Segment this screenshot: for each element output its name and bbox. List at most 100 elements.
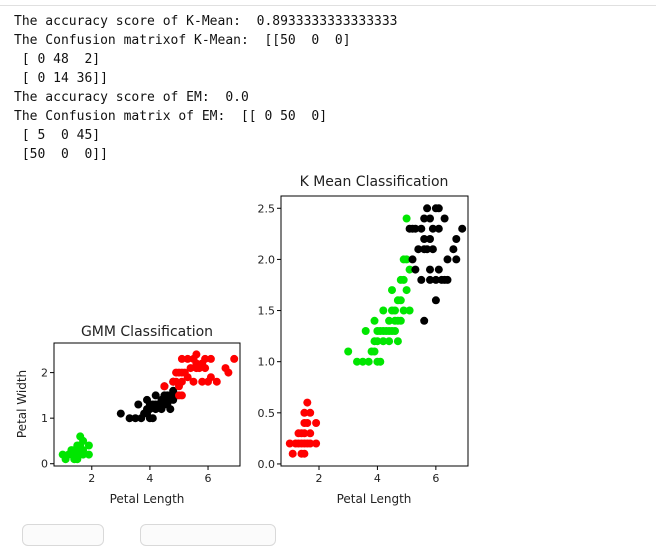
scatter-point <box>452 235 461 243</box>
scatter-point <box>361 327 370 335</box>
scatter-point <box>206 373 215 382</box>
scatter-point <box>388 286 396 295</box>
output-line: [ 0 48 2] <box>14 52 101 67</box>
scatter-point <box>160 382 169 391</box>
scatter-point <box>370 316 379 325</box>
scatter-point <box>344 347 353 356</box>
scatter-point <box>405 306 414 315</box>
scatter-point <box>417 224 426 233</box>
scatter-point <box>391 306 399 315</box>
scatter-point <box>402 286 411 295</box>
scatter-point <box>177 377 186 386</box>
gmm-x-axis-label: Petal Length <box>110 492 185 506</box>
x-tick-label: 2 <box>315 472 322 485</box>
scatter-point <box>183 354 192 363</box>
scatter-point <box>426 235 434 243</box>
output-line: The accuracy score of K-Mean: 0.89333333… <box>14 14 398 29</box>
scatter-point <box>405 265 414 274</box>
scatter-point <box>379 306 388 315</box>
output-line: [ 5 0 45] <box>14 128 101 143</box>
scatter-point <box>443 275 452 284</box>
y-tick-label: 0 <box>41 458 48 471</box>
scatter-point <box>399 255 408 264</box>
scatter-point <box>379 337 388 346</box>
scatter-point <box>300 408 309 417</box>
scatter-point <box>440 214 449 223</box>
scatter-point <box>434 224 443 233</box>
scatter-point <box>300 429 309 438</box>
output-line: The Confusion matrix of EM: [[ 0 50 0] <box>14 109 328 124</box>
scatter-point <box>300 449 309 458</box>
scatter-point <box>391 327 399 335</box>
scatter-point <box>437 275 446 284</box>
scatter-point <box>426 214 434 223</box>
scatter-point <box>172 368 181 377</box>
kmean-chart: K Mean Classification Petal Length 2 4 6 0.… <box>231 174 469 506</box>
kmean-chart-title: K Mean Classification <box>300 174 449 190</box>
output-line: [50 0 0]] <box>14 147 108 162</box>
plot-frame <box>53 342 241 467</box>
scatter-point <box>408 224 417 233</box>
y-tick-label: 1.5 <box>258 305 276 318</box>
kmean-points <box>285 204 467 458</box>
y-tick-label: 1.0 <box>258 356 276 369</box>
x-tick-label: 6 <box>205 472 212 485</box>
scatter-point <box>431 296 440 305</box>
scatter-point <box>423 245 432 254</box>
kmean-x-axis-label: Petal Length <box>337 492 412 506</box>
scatter-point <box>306 439 315 448</box>
output-line: [ 0 14 36]] <box>14 71 108 86</box>
output-line: The accuracy score of EM: 0.0 <box>14 90 249 105</box>
y-tick-label: 0.0 <box>258 458 276 471</box>
scatter-point <box>84 441 93 450</box>
bottom-toolbar-button-left[interactable] <box>22 524 104 546</box>
scatter-point <box>428 224 437 233</box>
scatter-point <box>125 414 134 423</box>
y-tick-label: 2.5 <box>258 202 276 215</box>
gmm-y-axis-label: Petal Width <box>15 370 29 438</box>
scatter-point <box>411 265 420 274</box>
scatter-point <box>393 337 402 346</box>
scatter-point <box>396 296 405 305</box>
scatter-point <box>312 439 321 448</box>
scatter-point <box>166 405 175 414</box>
scatter-point <box>458 224 467 233</box>
scatter-point <box>192 359 201 368</box>
scatter-point <box>417 275 426 284</box>
scatter-point <box>420 235 429 243</box>
gmm-points <box>58 350 239 464</box>
x-tick-label: 4 <box>146 472 153 485</box>
scatter-point <box>396 316 405 325</box>
scatter-point <box>198 377 207 386</box>
scatter-point <box>385 316 394 325</box>
bottom-toolbar-button-right[interactable] <box>140 524 276 546</box>
scatter-point <box>303 398 312 407</box>
scatter-point <box>303 419 312 427</box>
scatter-point <box>420 316 429 325</box>
scatter-point <box>206 354 215 363</box>
x-tick-label: 6 <box>432 472 439 485</box>
gmm-axes: 2 4 6 0 1 2 <box>41 342 241 485</box>
scatter-point <box>414 245 423 254</box>
scatter-point <box>399 306 408 315</box>
scatter-point <box>186 364 195 373</box>
scatter-point <box>443 255 452 264</box>
x-tick-label: 2 <box>88 472 95 485</box>
y-tick-label: 1 <box>41 412 48 425</box>
scatter-point <box>306 408 315 417</box>
scatter-point <box>452 255 461 264</box>
kmean-y-axis-label: Petal Width <box>231 288 245 356</box>
gmm-chart-title: GMM Classification <box>81 324 213 340</box>
scatter-point <box>426 265 434 274</box>
scatter-point <box>288 449 297 458</box>
scatter-point <box>201 354 210 363</box>
plot-figure: GMM Classification Petal Length Petal Wi… <box>15 174 469 506</box>
scatter-point <box>353 357 361 366</box>
scatter-point <box>84 450 93 459</box>
scatter-point <box>399 275 408 284</box>
scatter-point <box>189 377 198 386</box>
kmean-axes: 2 4 6 0.0 0.5 1.0 1.5 2.0 2.5 <box>258 195 469 485</box>
scatter-point <box>201 364 210 373</box>
scatter-point <box>408 255 417 264</box>
scatter-point <box>402 214 411 223</box>
